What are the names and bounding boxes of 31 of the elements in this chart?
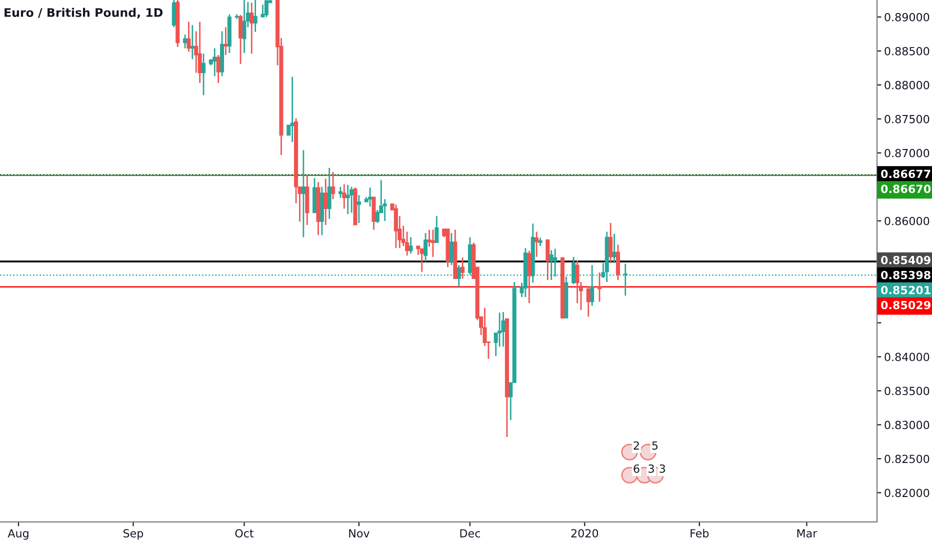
x-tick-label: Sep xyxy=(123,529,144,540)
ref-line-label: 0.86670 xyxy=(881,184,931,194)
y-tick-label: 0.83000 xyxy=(884,420,930,430)
annotation: 2 xyxy=(634,441,639,450)
x-tick-label: Nov xyxy=(349,529,370,538)
y-tick-label: 0.86000 xyxy=(884,216,930,226)
annotation: 6 xyxy=(634,464,640,473)
ref-line-label: 0.85398 xyxy=(881,270,930,280)
y-tick-label: 0.87500 xyxy=(884,114,930,124)
x-tick-label: Aug xyxy=(8,529,28,540)
x-tick-label: 2020 xyxy=(571,529,598,538)
annotation: 5 xyxy=(652,441,658,450)
ref-line-label: 0.86677 xyxy=(881,170,930,178)
y-tick-label: 0.88500 xyxy=(884,46,930,56)
y-tick-label: 0.82500 xyxy=(884,454,930,464)
y-tick-label: 0.89000 xyxy=(884,12,930,22)
x-tick-label: Feb xyxy=(690,528,709,538)
annotation: 3 xyxy=(660,464,666,473)
y-tick-label: 0.87000 xyxy=(884,148,930,158)
y-tick-label: 0.84000 xyxy=(884,352,930,362)
x-tick-label: Mar xyxy=(797,529,818,538)
annotation: 3 xyxy=(648,464,654,473)
x-tick-label: Dec xyxy=(460,529,480,538)
y-tick-label: 0.88000 xyxy=(884,80,930,90)
text: Euro / British Pound, 1D xyxy=(4,8,163,18)
y-tick-label: 0.83500 xyxy=(884,386,930,396)
ref-line-label: 0.85029 xyxy=(881,300,930,310)
ref-line-label: 0.85409 xyxy=(881,256,930,264)
x-tick-label: Oct xyxy=(235,529,254,538)
ref-line-label: 0.85201 xyxy=(881,286,930,294)
y-tick-label: 0.82000 xyxy=(884,488,930,498)
